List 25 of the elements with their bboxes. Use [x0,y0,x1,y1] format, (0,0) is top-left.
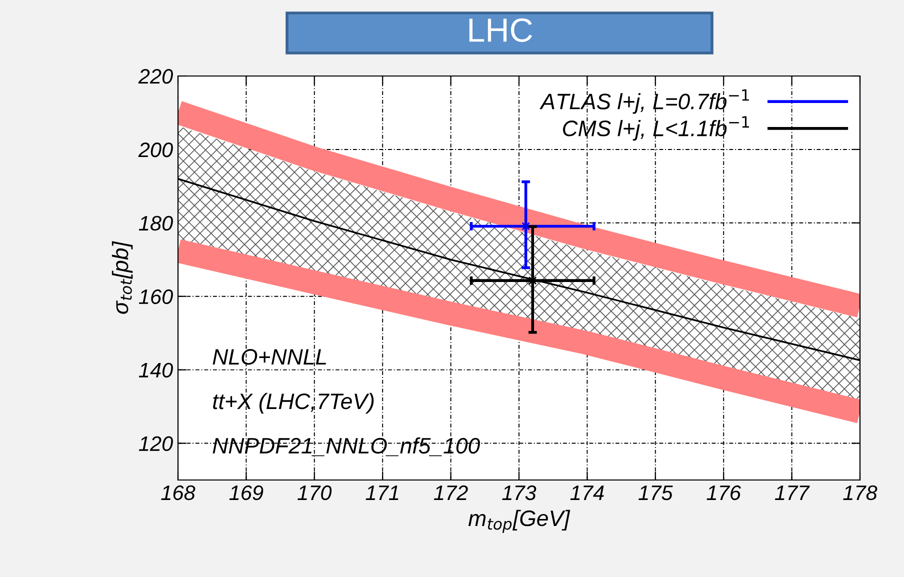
y-tick-label: 140 [138,362,173,378]
y-tick-label: 200 [138,142,173,158]
legend-label: CMS l+j, L<1.1fb$^{−1}$ [563,116,749,141]
y-tick-label: 220 [138,69,173,84]
x-tick-label: 168 [161,485,196,500]
x-axis-title: m$_{top}$[GeV] [468,510,570,533]
annotation: tt+X (LHC,7TeV) [213,392,374,414]
y-tick-label: 160 [138,289,173,304]
x-tick-label: 173 [502,485,536,500]
y-tick-label: 180 [138,216,173,231]
x-tick-label: 175 [638,486,673,500]
x-tick-label: 169 [229,485,264,500]
x-tick-label: 174 [570,486,604,500]
y-axis-title: σ$_{tot}$[pb] [112,241,133,314]
x-tick-label: 176 [706,485,741,500]
y-tick-label: 120 [138,436,173,452]
x-tick-label: 178 [843,485,878,500]
legend-label: ATLAS l+j, L=0.7fb$^{−1}$ [540,89,749,114]
chart-title: LHC [469,18,532,42]
x-tick-label: 170 [298,485,332,500]
annotation: NNPDF21_NNLO_nf5_100 [212,437,480,456]
x-tick-label: 177 [774,486,810,500]
x-tick-label: 171 [366,486,398,500]
x-tick-label: 172 [434,485,468,500]
annotation: NLO+NNLL [212,349,326,365]
